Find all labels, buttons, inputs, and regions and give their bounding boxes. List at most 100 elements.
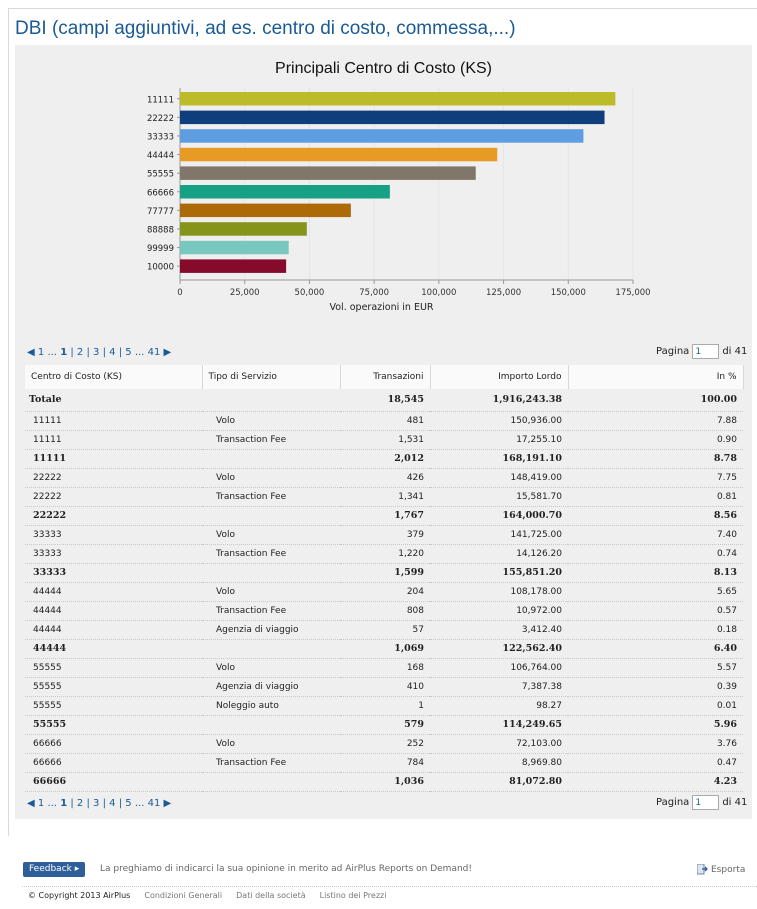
cell-centro: 33333 <box>25 525 202 545</box>
x-tick-label: 50,000 <box>295 288 325 298</box>
cell-transazioni: 168 <box>340 658 430 678</box>
cell-importo: 8,969.80 <box>430 753 568 773</box>
cell-transazioni: 1,341 <box>340 487 430 507</box>
bar <box>180 92 616 106</box>
pagina-di: di 41 <box>722 797 748 808</box>
table-row: 44444 Transaction Fee 808 10,972.00 0.57 <box>25 601 743 621</box>
table-row: 33333 Transaction Fee 1,220 14,126.20 0.74 <box>25 544 743 564</box>
x-tick-label: 25,000 <box>230 288 260 298</box>
pagina-input-top[interactable] <box>692 344 720 359</box>
col-header-transazioni[interactable]: Transazioni <box>340 365 431 389</box>
pager-last[interactable]: 41 <box>147 798 161 809</box>
total-percent: 100.00 <box>568 389 743 412</box>
link-dati-societa[interactable]: Dati della società <box>236 891 306 900</box>
link-listino[interactable]: Listino dei Prezzi <box>319 891 387 900</box>
cell-importo: 81,072.80 <box>430 772 568 792</box>
cell-importo: 15,581.70 <box>430 487 568 507</box>
feedback-message: La preghiamo di indicarci la sua opinion… <box>100 864 472 874</box>
cell-centro: 22222 <box>25 506 202 526</box>
pager-next-icon[interactable]: ▶ <box>163 798 172 809</box>
pager-page-1[interactable]: 1 <box>60 798 68 809</box>
col-header-percent[interactable]: In % <box>568 365 744 389</box>
pager-page-3[interactable]: 3 <box>93 798 100 809</box>
pager-page-5[interactable]: 5 <box>125 798 132 809</box>
total-importo: 1,916,243.38 <box>430 389 568 412</box>
subtotal-row: 66666 1,036 81,072.80 4.23 <box>25 772 743 792</box>
cell-tipo: Volo <box>202 525 340 545</box>
pager-last[interactable]: 41 <box>147 347 161 358</box>
x-axis-label: Vol. operazioni in EUR <box>329 302 433 313</box>
bar <box>180 259 287 273</box>
cell-percent: 5.57 <box>568 658 743 678</box>
pager-page-5[interactable]: 5 <box>125 347 132 358</box>
chart-title: Principali Centro di Costo (KS) <box>275 60 492 77</box>
col-header-importo[interactable]: Importo Lordo <box>430 365 569 389</box>
cell-centro: 11111 <box>25 449 202 469</box>
cell-centro: 11111 <box>25 411 202 431</box>
subtotal-row: 11111 2,012 168,191.10 8.78 <box>25 449 743 469</box>
pager-bottom: ◀ 1 ... 1 | 2 | 3 | 4 | 5 ... 41 ▶ <box>27 798 172 809</box>
link-condizioni[interactable]: Condizioni Generali <box>144 891 223 900</box>
x-tick-label: 0 <box>177 288 182 298</box>
bar <box>180 129 584 143</box>
total-transazioni: 18,545 <box>340 389 430 412</box>
cell-centro: 11111 <box>25 430 202 450</box>
table-row: 22222 Volo 426 148,419.00 7.75 <box>25 468 743 488</box>
y-tick-label: 10000 <box>147 263 174 273</box>
pagina-input-bottom[interactable] <box>692 795 720 810</box>
y-tick-label: 88888 <box>147 225 174 235</box>
pager-page-4[interactable]: 4 <box>109 347 116 358</box>
x-tick-label: 75,000 <box>359 288 389 298</box>
table-row: 44444 Volo 204 108,178.00 5.65 <box>25 582 743 602</box>
y-tick-label: 22222 <box>147 114 174 124</box>
cell-centro: 33333 <box>25 563 202 583</box>
pager-next-icon[interactable]: ▶ <box>163 347 172 358</box>
y-tick-label: 77777 <box>147 207 174 217</box>
table-row: 11111 Transaction Fee 1,531 17,255.10 0.90 <box>25 430 743 450</box>
cell-importo: 148,419.00 <box>430 468 568 488</box>
bar-chart: 0 25,000 50,000 75,000 100,000 125,000 150,000… <box>147 88 651 313</box>
bar <box>180 240 289 255</box>
bar <box>180 110 605 125</box>
cell-tipo <box>202 772 340 792</box>
cell-tipo: Volo <box>202 658 340 678</box>
cell-percent: 8.56 <box>568 506 743 526</box>
cell-importo: 150,936.00 <box>430 411 568 431</box>
cell-centro: 44444 <box>25 601 202 621</box>
cell-transazioni: 1,220 <box>340 544 430 564</box>
pager-first[interactable]: 1 <box>37 798 45 809</box>
cell-percent: 0.01 <box>568 696 743 716</box>
cell-tipo: Transaction Fee <box>202 430 340 450</box>
cell-transazioni: 252 <box>340 734 430 754</box>
pager-page-3[interactable]: 3 <box>93 347 100 358</box>
col-header-tipo[interactable]: Tipo di Servizio <box>202 365 341 389</box>
cell-percent: 7.75 <box>568 468 743 488</box>
report-table: Centro di Costo (KS) Tipo di Servizio Tr… <box>25 365 744 792</box>
pagina-label: Pagina <box>656 346 690 357</box>
pager-page-4[interactable]: 4 <box>109 798 116 809</box>
cell-centro: 66666 <box>25 772 202 792</box>
pager-first-icon[interactable]: ◀ <box>27 798 35 809</box>
table-row: 66666 Volo 252 72,103.00 3.76 <box>25 734 743 754</box>
cell-transazioni: 1,531 <box>340 430 430 450</box>
bar <box>180 185 390 199</box>
pager-top: ◀ 1 ... 1 | 2 | 3 | 4 | 5 ... 41 ▶ <box>27 347 172 358</box>
pager-page-1[interactable]: 1 <box>60 347 68 358</box>
cell-importo: 106,764.00 <box>430 658 568 678</box>
cell-centro: 55555 <box>25 658 202 678</box>
cell-tipo <box>202 639 340 659</box>
pager-page-2[interactable]: 2 <box>76 347 84 358</box>
pager-first-icon[interactable]: ◀ <box>27 347 35 358</box>
cell-transazioni: 1,767 <box>340 506 430 526</box>
table-total-row: Totale 18,545 1,916,243.38 100.00 <box>25 389 743 412</box>
pager-page-2[interactable]: 2 <box>76 798 84 809</box>
table-row: 55555 Volo 168 106,764.00 5.57 <box>25 658 743 678</box>
pager-first[interactable]: 1 <box>37 347 45 358</box>
table-row: 66666 Transaction Fee 784 8,969.80 0.47 <box>25 753 743 773</box>
col-header-centro[interactable]: Centro di Costo (KS) <box>25 365 203 389</box>
subtotal-row: 44444 1,069 122,562.40 6.40 <box>25 639 743 659</box>
chart-container: Principali Centro di Costo (KS) 0 25,000 5… <box>15 45 752 334</box>
esporta-link[interactable]: Esporta <box>697 864 745 875</box>
feedback-button[interactable]: Feedback ▸ <box>23 862 86 877</box>
pagina-bottom: Pagina di 41 <box>656 795 747 810</box>
